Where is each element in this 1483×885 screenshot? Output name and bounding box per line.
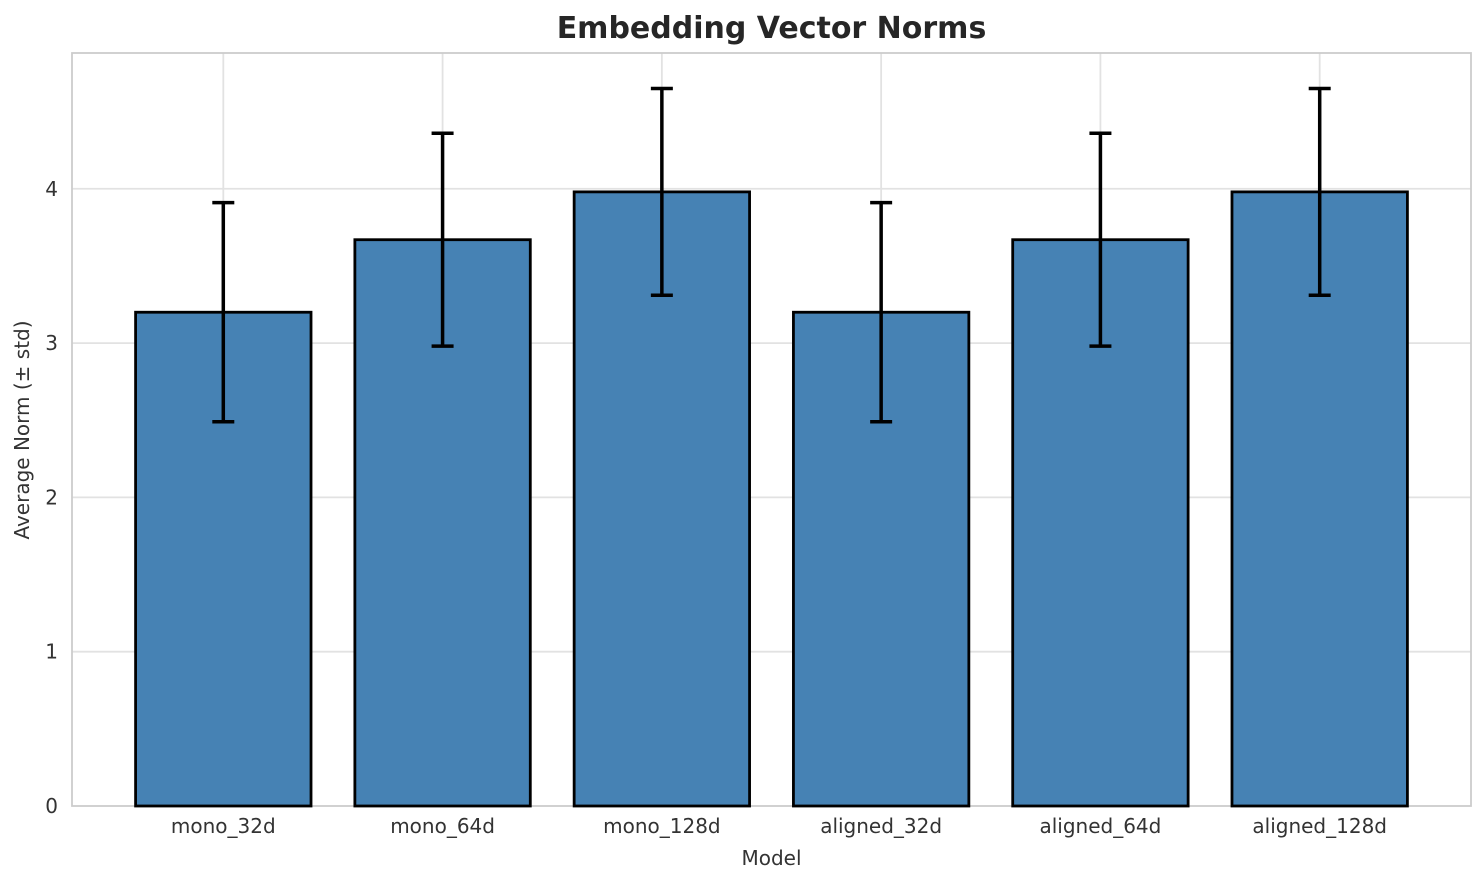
x-tick-label: aligned_64d <box>1039 814 1161 838</box>
chart-title: Embedding Vector Norms <box>556 11 987 46</box>
y-tick-label: 4 <box>45 177 58 201</box>
x-tick-label: mono_32d <box>171 814 276 838</box>
x-tick-label: aligned_128d <box>1252 814 1387 838</box>
bar-mono_64d <box>353 238 532 808</box>
x-tick-label: aligned_32d <box>820 814 942 838</box>
x-tick-label: mono_64d <box>390 814 495 838</box>
x-tick-label: mono_128d <box>603 814 721 838</box>
y-tick-label: 2 <box>45 485 58 509</box>
y-tick-label: 3 <box>45 331 58 355</box>
x-axis-label: Model <box>741 846 802 870</box>
y-tick-label: 1 <box>45 640 58 664</box>
y-tick-label: 0 <box>45 794 58 818</box>
axes-spines <box>71 52 1472 807</box>
